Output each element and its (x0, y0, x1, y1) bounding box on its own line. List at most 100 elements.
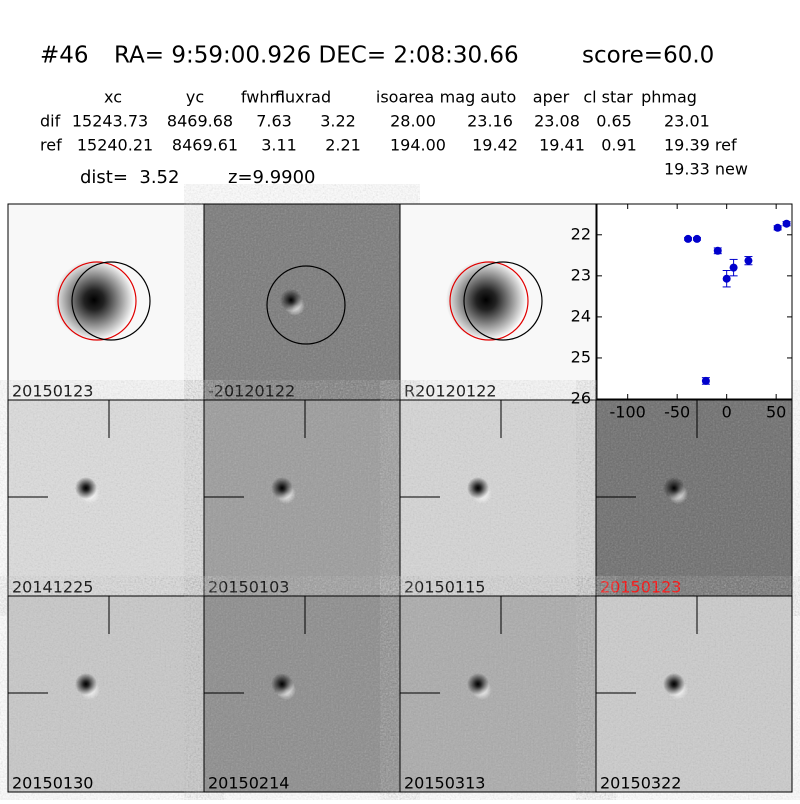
x-tick-label: 50 (766, 403, 786, 422)
cell: 23.16 (467, 112, 513, 131)
image-panel: 20150214 (203, 595, 401, 793)
column-header: phmag (641, 88, 697, 107)
column-header: yc (186, 88, 204, 107)
image-panel: -20120122 (203, 203, 401, 401)
panel-noise (596, 400, 792, 596)
image-panel: 20150123 (595, 399, 793, 597)
data-point (692, 234, 701, 243)
cell: 2.21 (325, 136, 361, 155)
redshift: z=9.9900 (228, 167, 316, 188)
panel-noise (8, 400, 204, 596)
panel-label: 20150123 (12, 382, 93, 401)
panel-label: R20120122 (404, 382, 497, 401)
data-point (729, 263, 738, 272)
row-label: dif (40, 112, 61, 131)
y-tick-label: 23 (571, 265, 591, 284)
source (54, 260, 134, 340)
cell: 0.91 (601, 136, 637, 155)
y-tick-label: 26 (571, 389, 591, 408)
image-panel: 20150103 (203, 399, 401, 597)
cell: 3.11 (261, 136, 297, 155)
score: score=60.0 (582, 43, 714, 69)
cell: 19.39 ref (664, 136, 737, 155)
cell: 15240.21 (77, 136, 153, 155)
source (280, 289, 302, 311)
y-tick-label: 22 (571, 224, 591, 243)
source (271, 673, 293, 695)
data-point (773, 223, 782, 232)
ref-circle (449, 261, 529, 341)
column-header: fwhm (241, 88, 285, 107)
panel-label: 20150313 (404, 774, 485, 793)
cell: 15243.73 (72, 112, 148, 131)
image-panel: 20150130 (7, 595, 205, 793)
cell: 23.01 (664, 112, 710, 131)
panel-label: 20150214 (208, 774, 289, 793)
cell: 0.65 (596, 112, 632, 131)
data-point (701, 376, 710, 385)
row-label: ref (40, 136, 62, 155)
column-header: fluxrad (275, 88, 331, 107)
new-circle (71, 261, 151, 341)
cell: 28.00 (390, 112, 436, 131)
panel-label: 20150103 (208, 578, 289, 597)
ref-circle (57, 261, 137, 341)
data-point (782, 219, 791, 228)
cell: 8469.61 (172, 136, 238, 155)
dist: dist= 3.52 (80, 167, 179, 188)
panel-label: 20141225 (12, 578, 93, 597)
image-panel: 20150313 (399, 595, 597, 793)
x-tick-label: -50 (664, 403, 690, 422)
source (663, 673, 685, 695)
candidate-id: #46 (40, 43, 89, 69)
data-point (713, 246, 722, 255)
plot-bg (596, 203, 793, 400)
image-panel: 20150123 (7, 203, 205, 401)
new-circle (266, 265, 346, 345)
source (271, 477, 293, 499)
cell: 19.41 (539, 136, 585, 155)
panel-label: 20150130 (12, 774, 93, 793)
image-panel: 20150322 (595, 595, 793, 793)
image-panel: R20120122 (399, 203, 597, 401)
cell: 3.22 (320, 112, 356, 131)
source (446, 260, 526, 340)
new-circle (463, 261, 543, 341)
panel-label: 20150123 (600, 578, 681, 597)
y-tick-label: 25 (571, 347, 591, 366)
cell: 194.00 (390, 136, 446, 155)
column-header: mag auto (440, 88, 517, 107)
panel-noise (400, 400, 596, 596)
data-point (684, 234, 693, 243)
column-header: isoarea (376, 88, 434, 107)
source (467, 477, 489, 499)
panel-label: -20120122 (208, 382, 295, 401)
column-header: cl star (583, 88, 633, 107)
x-tick-label: -100 (610, 403, 646, 422)
panel-noise (8, 596, 204, 792)
source (467, 673, 489, 695)
panel-label: 20150115 (404, 578, 485, 597)
panel-noise (204, 400, 400, 596)
panel-noise (400, 596, 596, 792)
coordinates: RA= 9:59:00.926 DEC= 2:08:30.66 (114, 43, 519, 69)
column-header: xc (104, 88, 122, 107)
cell: 19.42 (472, 136, 518, 155)
y-tick-label: 24 (571, 306, 591, 325)
source (75, 477, 97, 499)
source (663, 477, 685, 499)
data-point (744, 256, 753, 265)
cell: 7.63 (256, 112, 292, 131)
data-point (722, 274, 731, 283)
new-mag: 19.33 new (664, 160, 748, 179)
x-tick-label: 0 (722, 403, 732, 422)
cell: 8469.68 (167, 112, 233, 131)
column-header: aper (533, 88, 570, 107)
cell: 23.08 (534, 112, 580, 131)
source (75, 673, 97, 695)
panel-frame (595, 595, 793, 793)
image-panel: 20141225 (7, 399, 205, 597)
panel-noise (596, 596, 792, 792)
panel-noise (204, 596, 400, 792)
